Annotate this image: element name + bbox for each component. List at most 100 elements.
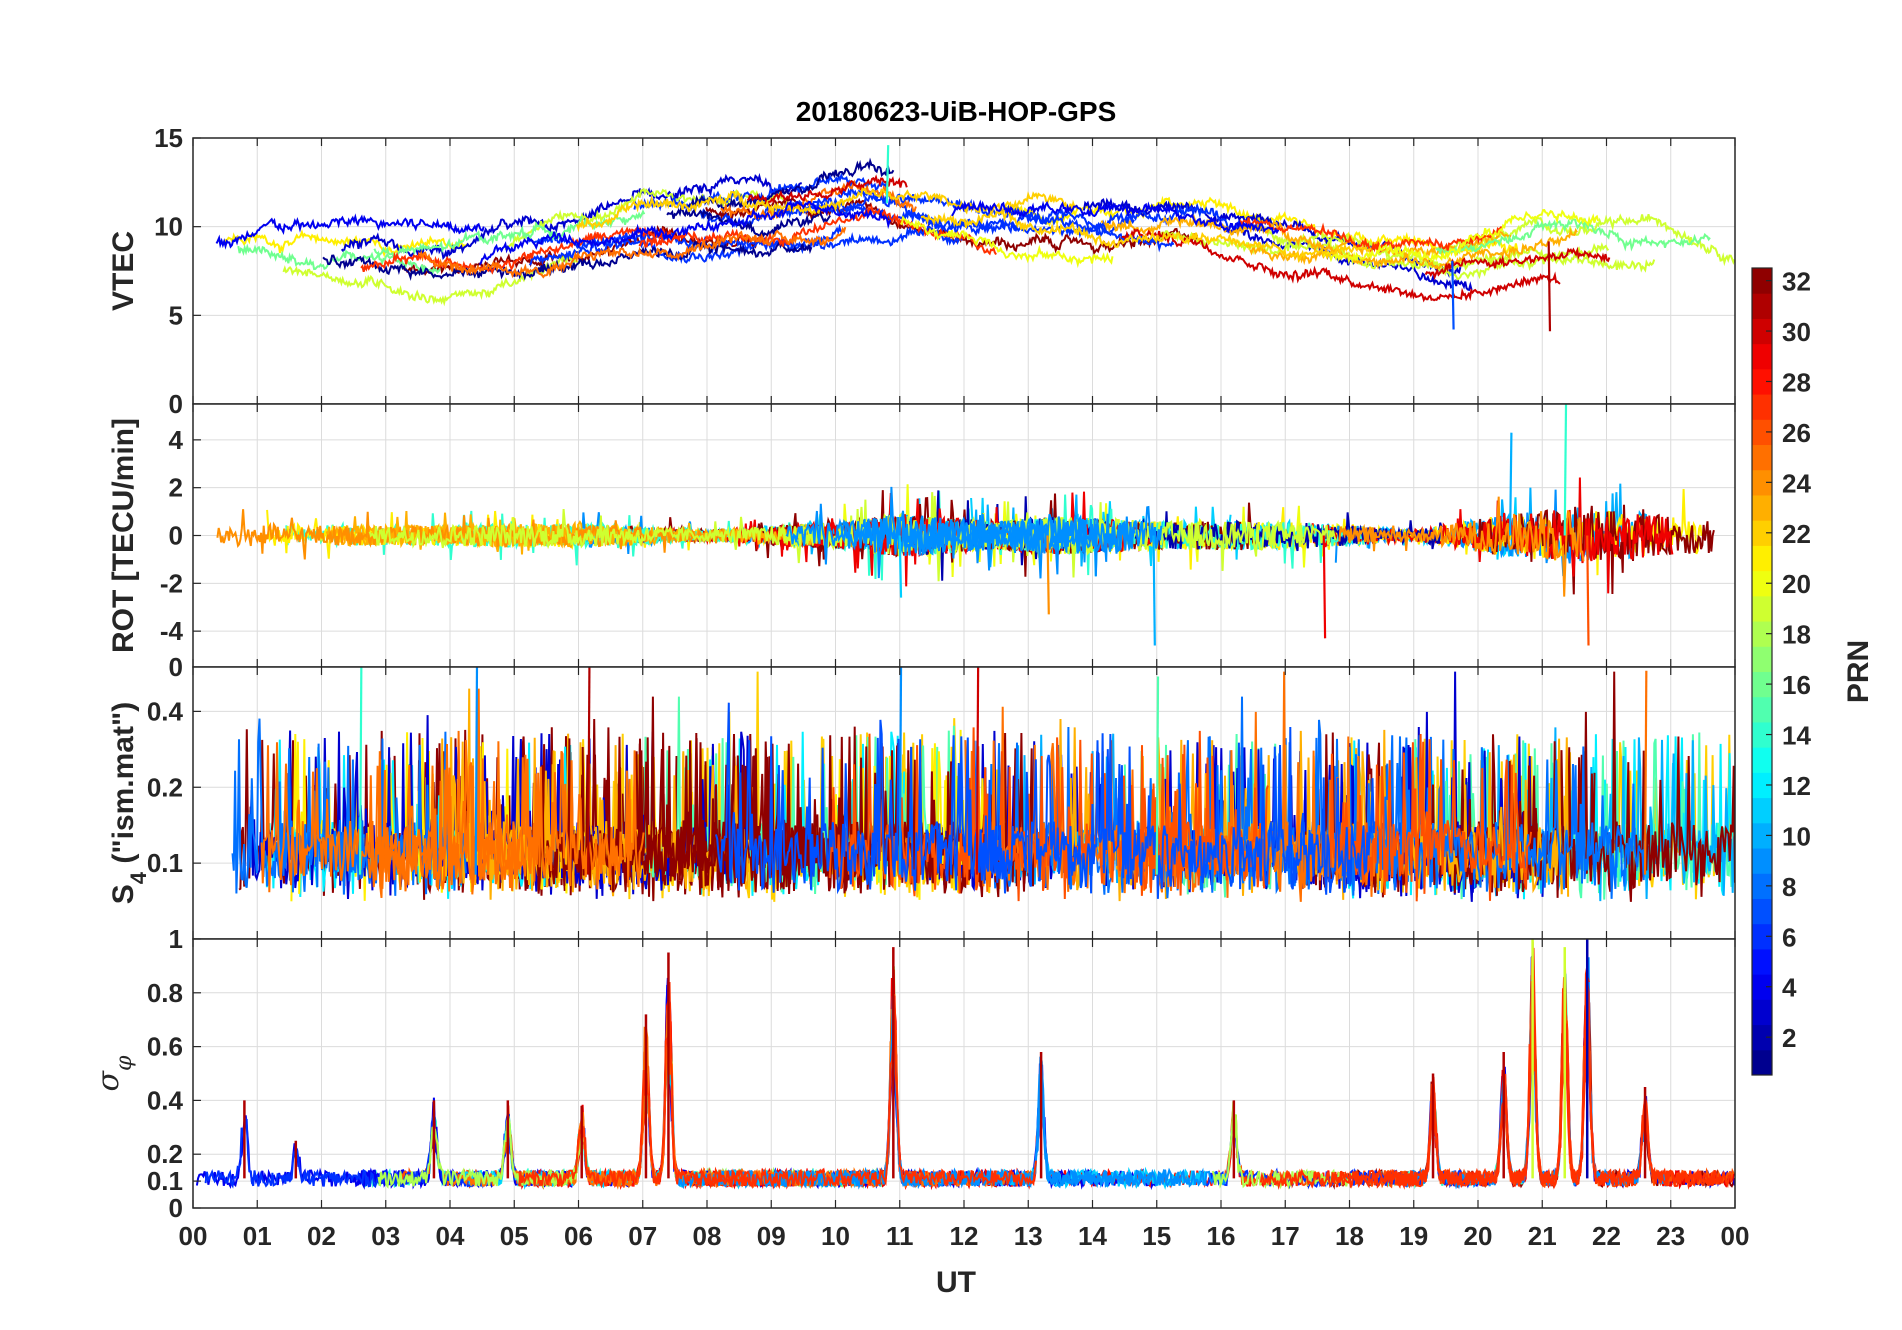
colorbar-segment — [1752, 772, 1772, 799]
x-tick-label: 00 — [179, 1221, 208, 1251]
x-axis-tick-labels: 00 01 02 03 04 05 06 07 08 09 10 11 12 13 14 15 16 17 18 19… — [179, 1221, 1750, 1251]
series-line-prn-24 — [1338, 496, 1585, 597]
x-tick-label: 09 — [757, 1221, 786, 1251]
colorbar-tick-label: 26 — [1782, 418, 1811, 448]
series-line-prn-7 — [714, 702, 1003, 895]
y-tick-label: 2 — [169, 473, 183, 503]
series-line-prn-25 — [260, 688, 537, 895]
y-tick-label: 0 — [169, 521, 183, 551]
x-tick-label: 05 — [500, 1221, 529, 1251]
y-tick-labels: -4 -2 0 2 4 — [160, 425, 201, 646]
y-axis-label: σφ — [91, 1055, 137, 1091]
spike-mark — [1155, 676, 1160, 875]
spike-mark — [1563, 404, 1568, 536]
colorbar-tick-label: 14 — [1782, 721, 1811, 751]
y-tick-label: 15 — [154, 123, 183, 153]
colorbar-segment — [1752, 1024, 1772, 1051]
colorbar-segment — [1752, 570, 1772, 597]
colorbar-segment — [1752, 696, 1772, 723]
colorbar-tick-label: 10 — [1782, 821, 1811, 851]
series-line-prn-19 — [368, 509, 815, 564]
y-tick-label: 5 — [169, 300, 183, 330]
colorbar-segment — [1752, 595, 1772, 622]
colorbar-segment — [1752, 268, 1772, 294]
colorbar-tick-label: 18 — [1782, 620, 1811, 650]
spike-mark — [1643, 670, 1648, 875]
y-tick-label: 0 — [169, 652, 183, 682]
y-tick-label: 4 — [169, 425, 184, 455]
series-line-prn-26 — [1329, 733, 1533, 902]
colorbar-frame — [1751, 267, 1773, 1076]
x-tick-label: 23 — [1656, 1221, 1685, 1251]
colorbar-segment — [1752, 545, 1772, 572]
series-line-prn-4 — [215, 213, 485, 250]
x-tick-label: 19 — [1399, 1221, 1428, 1251]
y-tick-label: 0 — [169, 389, 183, 419]
x-tick-label: 18 — [1335, 1221, 1364, 1251]
x-tick-label: 15 — [1142, 1221, 1171, 1251]
colorbar-tick-label: 6 — [1782, 922, 1796, 952]
series-line-prn-27 — [360, 225, 687, 275]
colorbar-segment — [1752, 1049, 1772, 1076]
series-line-prn-7 — [989, 726, 1375, 899]
series-line-prn-25 — [418, 226, 847, 279]
x-ticks — [192, 667, 1736, 939]
y-tick-label: 0.1 — [147, 1166, 183, 1196]
x-tick-label: 10 — [821, 1221, 850, 1251]
colorbar-tick-label: 22 — [1782, 519, 1811, 549]
x-ticks — [192, 138, 1736, 404]
y-tick-labels: 00.10.2 0.4 0.6 0.8 1 — [147, 924, 201, 1223]
colorbar-tick-label: 32 — [1782, 267, 1811, 297]
x-ticks — [192, 404, 1736, 667]
x-tick-label: 07 — [628, 1221, 657, 1251]
series-line-prn-20 — [1322, 209, 1600, 265]
colorbar-segment — [1752, 999, 1772, 1026]
colorbar-tick-label: 8 — [1782, 872, 1796, 902]
x-tick-label: 11 — [886, 1221, 914, 1251]
colorbar-segment — [1752, 419, 1772, 446]
colorbar-segment — [1752, 898, 1772, 925]
series-line-prn-27 — [694, 995, 1037, 1190]
colorbar-tick-label: 24 — [1782, 468, 1811, 498]
x-tick-label: 22 — [1592, 1221, 1621, 1251]
spike-mark — [1451, 260, 1455, 330]
colorbar-segment — [1752, 923, 1772, 950]
grid-lines — [193, 404, 1735, 667]
series-line-prn-25 — [367, 730, 645, 899]
series-line-prn-27 — [1239, 217, 1503, 254]
panel-s4: 0.1 0.2 0.4 0 S4 ("ism.mat") — [107, 652, 1736, 940]
colorbar-tick-label: 2 — [1782, 1023, 1796, 1053]
colorbar-segment — [1752, 444, 1772, 471]
colorbar-segment — [1752, 343, 1772, 370]
spike-mark — [474, 667, 479, 875]
series-line-prn-9 — [785, 486, 1163, 579]
colorbar-segment — [1752, 293, 1772, 319]
series-line-prn-1 — [666, 206, 832, 239]
y-axis-label: VTEC — [107, 231, 140, 311]
colorbar-tick-label: 30 — [1782, 317, 1811, 347]
x-tick-label: 21 — [1528, 1221, 1557, 1251]
x-tick-label: 04 — [436, 1221, 465, 1251]
colorbar-segment — [1752, 822, 1772, 849]
y-tick-label: -4 — [160, 616, 184, 646]
colorbar-tick-label: 4 — [1782, 973, 1797, 1003]
colorbar-segment — [1752, 873, 1772, 899]
x-tick-label: 00 — [1721, 1221, 1750, 1251]
spike-mark — [1547, 241, 1552, 332]
series-line-prn-18 — [377, 1115, 586, 1190]
spike-mark — [1046, 535, 1050, 615]
x-ticks — [192, 939, 1736, 1208]
series-line-prn-22 — [920, 208, 1372, 263]
y-tick-label: 0.4 — [147, 696, 184, 726]
spike-mark — [898, 535, 903, 598]
data-traces — [231, 667, 1735, 902]
series-line-prn-6 — [528, 225, 963, 266]
colorbar-segment — [1752, 948, 1772, 975]
x-tick-label: 08 — [693, 1221, 722, 1251]
colorbar-segment — [1752, 721, 1772, 748]
chart-title: 20180623-UiB-HOP-GPS — [796, 96, 1117, 127]
colorbar-segment — [1752, 974, 1772, 1000]
x-tick-label: 16 — [1207, 1221, 1236, 1251]
